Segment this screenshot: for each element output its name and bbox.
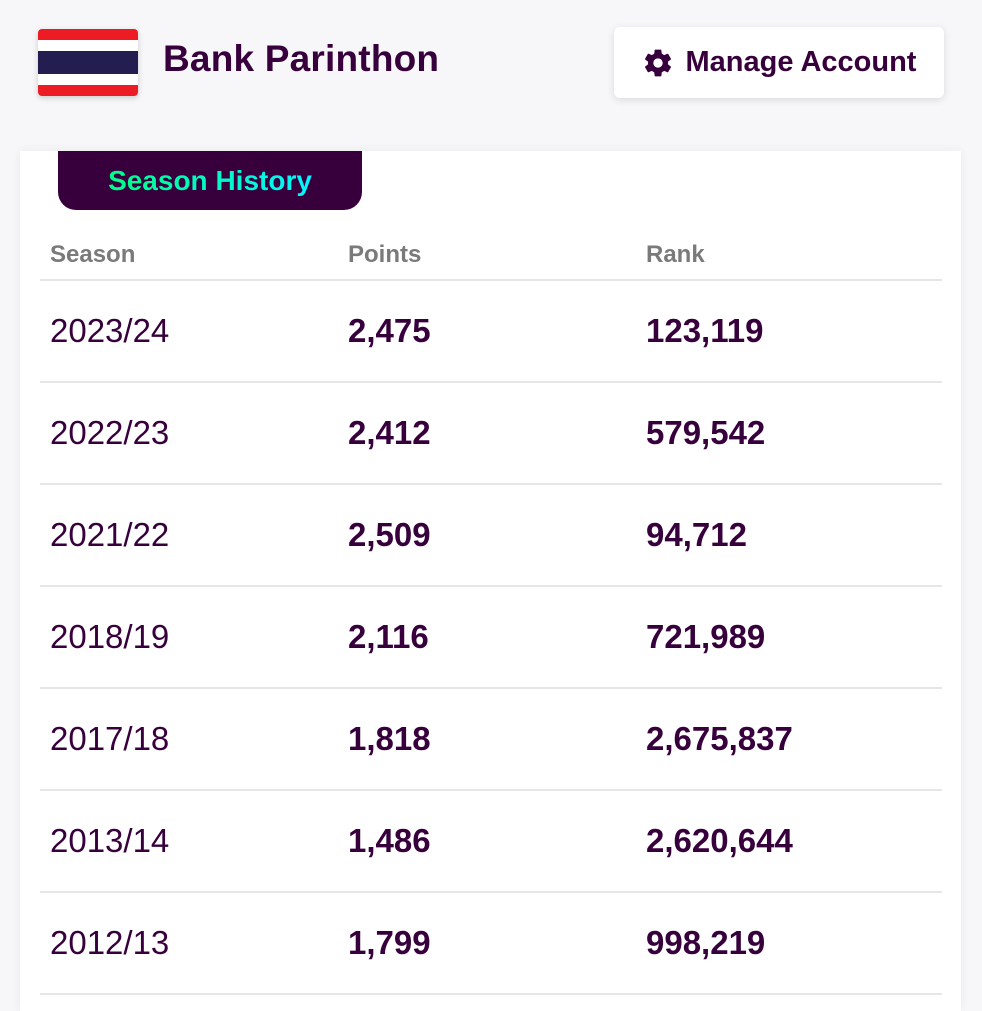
season-cell: 2013/14 [40, 790, 338, 893]
table-row: 2012/13 1,799 998,219 [40, 892, 942, 995]
points-cell: 2,412 [338, 382, 636, 485]
table-row: 2013/14 1,486 2,620,644 [40, 790, 942, 893]
profile-header: Bank Parinthon Manage Account [0, 0, 982, 130]
rank-cell: 123,119 [636, 280, 942, 383]
manager-name: Bank Parinthon [163, 38, 440, 79]
season-cell: 2012/13 [40, 892, 338, 995]
points-cell: 2,475 [338, 280, 636, 383]
season-cell: 2017/18 [40, 688, 338, 791]
rank-cell: 94,712 [636, 484, 942, 587]
points-cell: 2,116 [338, 586, 636, 689]
rank-cell: 2,675,837 [636, 688, 942, 791]
season-cell: 2021/22 [40, 484, 338, 587]
rank-cell: 2,620,644 [636, 790, 942, 893]
manage-account-button[interactable]: Manage Account [614, 27, 944, 98]
column-header-rank: Rank [636, 231, 942, 281]
season-cell: 2022/23 [40, 382, 338, 485]
thailand-flag-icon [38, 29, 138, 96]
table-row: 2021/22 2,509 94,712 [40, 484, 942, 587]
rank-cell: 579,542 [636, 382, 942, 485]
rank-cell: 998,219 [636, 892, 942, 995]
season-history-table: Season Points Rank 2023/24 2,475 123,119… [40, 231, 942, 995]
season-cell: 2023/24 [40, 280, 338, 383]
points-cell: 2,509 [338, 484, 636, 587]
table-row: 2023/24 2,475 123,119 [40, 280, 942, 383]
column-header-points: Points [338, 231, 636, 281]
season-history-tab-label: Season History [108, 164, 312, 196]
season-history-card: Season History Season Points Rank 2023/2… [20, 151, 961, 1011]
points-cell: 1,818 [338, 688, 636, 791]
season-history-tab[interactable]: Season History [58, 151, 362, 210]
table-row: 2017/18 1,818 2,675,837 [40, 688, 942, 791]
rank-cell: 721,989 [636, 586, 942, 689]
points-cell: 1,799 [338, 892, 636, 995]
table-header-row: Season Points Rank [40, 231, 942, 281]
season-cell: 2018/19 [40, 586, 338, 689]
table-row: 2022/23 2,412 579,542 [40, 382, 942, 485]
manage-account-label: Manage Account [685, 46, 917, 78]
gear-icon [642, 47, 674, 79]
table-row: 2018/19 2,116 721,989 [40, 586, 942, 689]
column-header-season: Season [40, 231, 338, 281]
points-cell: 1,486 [338, 790, 636, 893]
